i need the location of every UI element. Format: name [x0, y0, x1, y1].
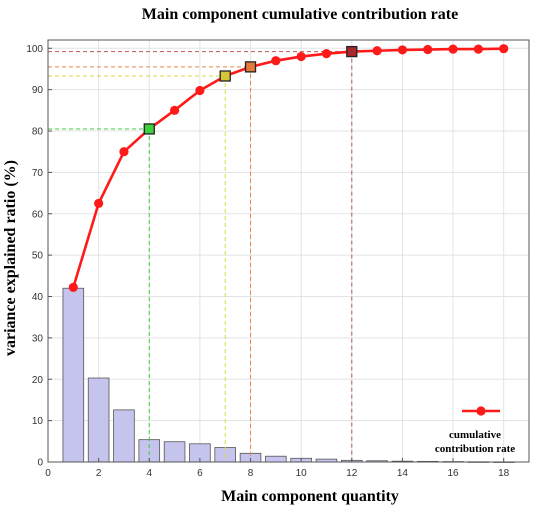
x-tick-label: 14: [397, 468, 409, 479]
cumulative-point: [448, 44, 458, 54]
plot-area: 0 2 4 6 8 10 12 14 16 18 0 10 20 30 40 50 60 70 80 90 100: [26, 39, 530, 479]
y-tick-label: 0: [37, 458, 43, 469]
y-tick-label: 30: [32, 333, 44, 344]
y-tick-label: 10: [32, 416, 44, 427]
highlight-marker: [244, 61, 257, 73]
x-tick-label: 4: [146, 468, 152, 479]
y-tick-label: 70: [32, 168, 44, 179]
cumulative-point: [372, 46, 382, 56]
y-axis-label: variance explained ratio (%): [2, 160, 19, 356]
x-tick-label: 10: [296, 468, 308, 479]
bar: [113, 409, 135, 463]
x-tick-label: 16: [447, 468, 459, 479]
bar: [163, 441, 186, 463]
cumulative-point: [473, 44, 483, 54]
y-tick-label: 100: [26, 44, 43, 55]
bar: [87, 377, 110, 463]
cumulative-point: [119, 147, 129, 157]
cumulative-point: [499, 44, 509, 54]
x-tick-label: 6: [197, 468, 203, 479]
highlight-marker: [143, 123, 155, 135]
cumulative-point: [296, 51, 306, 62]
chart-title: Main component cumulative contribution r…: [142, 6, 458, 23]
cumulative-point: [68, 282, 78, 293]
bar: [62, 287, 85, 463]
cumulative-point: [94, 198, 104, 209]
cumulative-point: [423, 44, 433, 55]
y-tick-label: 80: [32, 127, 44, 138]
legend-marker-swatch: [476, 406, 486, 416]
x-tick-label: 12: [346, 468, 358, 479]
x-tick-label: 18: [498, 468, 510, 479]
y-tick-label: 60: [32, 209, 44, 220]
legend-label: cumulative: [449, 429, 501, 441]
legend: cumulative contribution rate: [435, 406, 515, 455]
cumulative-point: [321, 49, 332, 59]
bar: [265, 455, 287, 463]
x-axis-label: Main component quantity: [221, 488, 399, 505]
cumulative-point: [169, 105, 180, 115]
cumulative-point: [271, 56, 281, 66]
y-tick-label: 90: [32, 85, 44, 96]
y-tick-label: 40: [32, 292, 44, 303]
axes-frame: [47, 39, 530, 463]
cumulative-point: [397, 45, 408, 55]
legend-label: contribution rate: [435, 443, 515, 455]
x-tick-label: 2: [96, 468, 102, 479]
highlight-marker: [219, 70, 231, 82]
x-tick-label: 8: [248, 468, 254, 479]
x-tick-label: 0: [45, 468, 51, 479]
y-tick-label: 20: [32, 375, 44, 386]
plot-background: [48, 40, 529, 462]
cumulative-point: [195, 85, 205, 96]
highlight-marker: [346, 45, 358, 58]
y-tick-label: 50: [32, 251, 44, 262]
